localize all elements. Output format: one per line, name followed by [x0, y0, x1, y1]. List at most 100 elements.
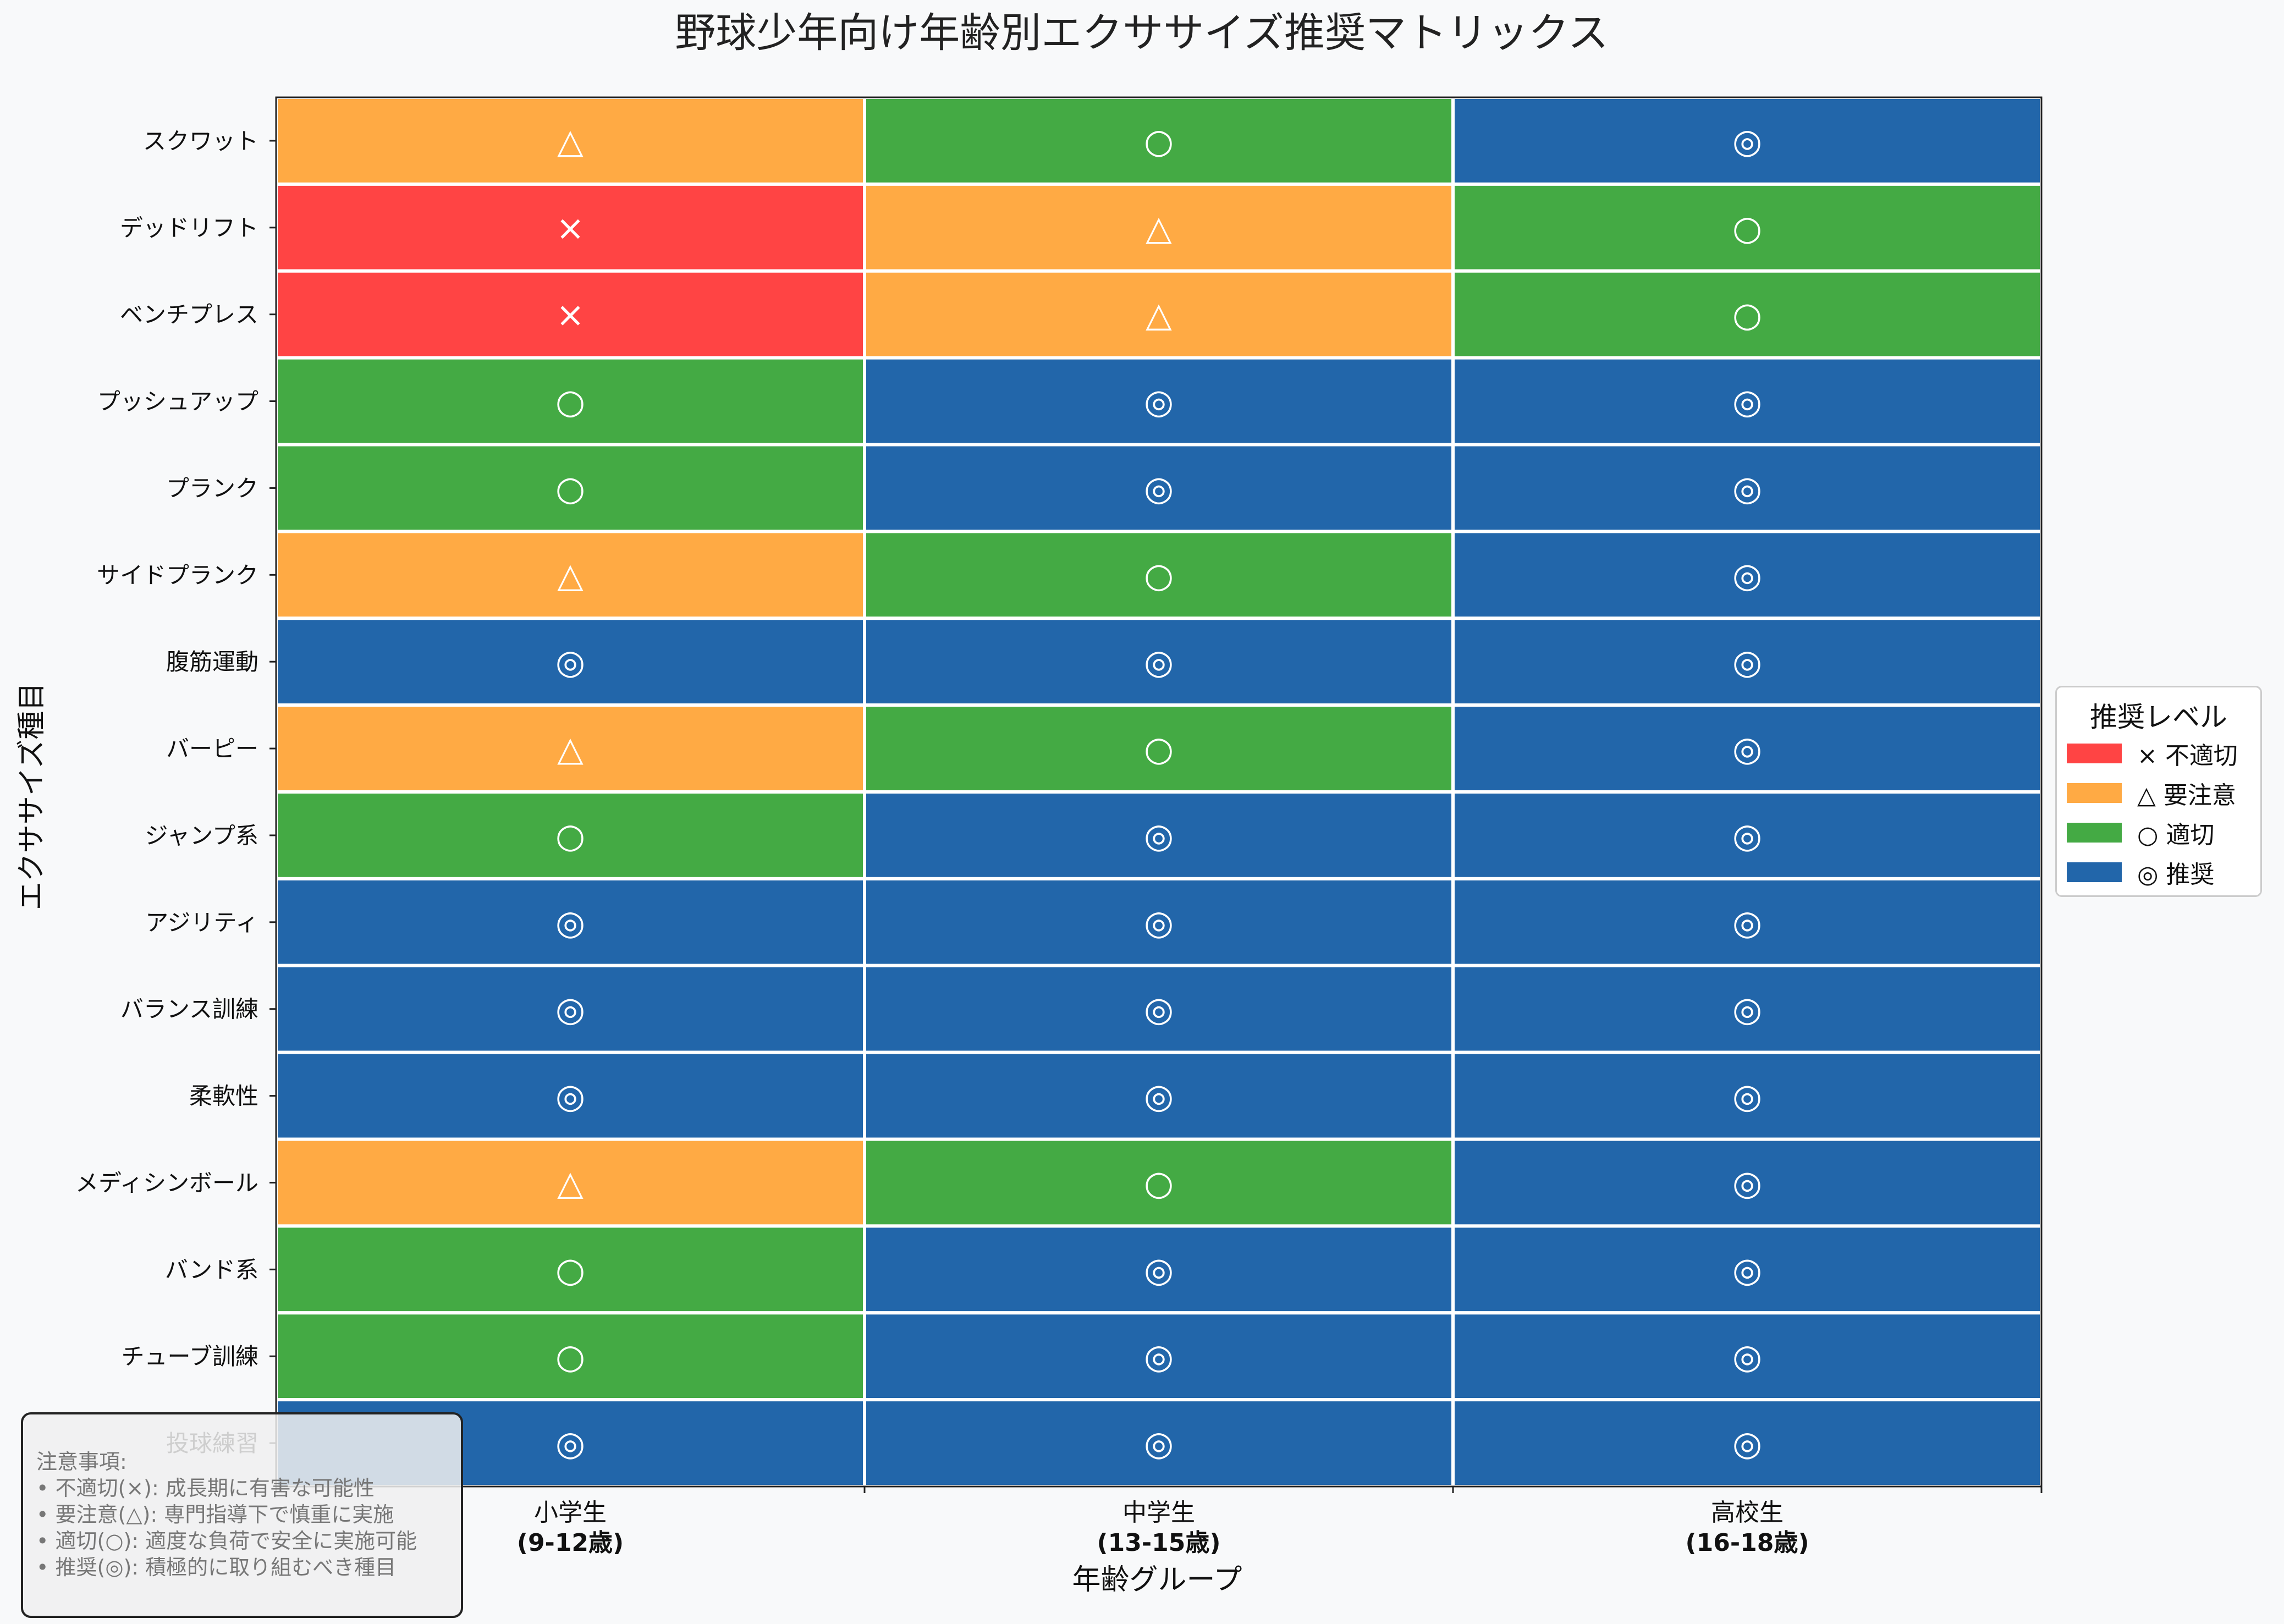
cell-symbol: ○ [555, 1249, 585, 1290]
legend-item-recommended: ◎ 推奨 [2067, 856, 2214, 889]
row-label: バランス訓練 [120, 996, 258, 1023]
heatmap-cell [1451, 1137, 2043, 1228]
heatmap-cell [1451, 790, 2043, 880]
note-line: • 要注意(△): 専門指導下で慎重に実施 [36, 1502, 394, 1527]
heatmap-cell [1451, 616, 2043, 707]
row-label: バーピー [166, 735, 258, 762]
cell-symbol: △ [557, 121, 584, 161]
cell-symbol: ◎ [1732, 989, 1762, 1030]
cell-symbol: ○ [555, 816, 585, 856]
heatmap-cells: △ ○ ◎ × △ ○ × △ ○ ○ ◎ ◎ ○ ◎ ◎ △ ○ ◎ ◎ ◎ ◎ △ ○ ◎ ○ ◎ ◎ ◎ ◎ ◎ ◎ ◎ ◎ ◎ ◎ ◎ △ ○ ◎ ○… [274, 96, 2043, 1488]
heatmap-cell [274, 356, 866, 447]
heatmap-cell [274, 616, 866, 707]
cell-symbol: ◎ [1144, 1423, 1174, 1463]
cell-symbol: ○ [1144, 555, 1174, 595]
cell-symbol: ◎ [1144, 1076, 1174, 1116]
row-label: サイドプランク [97, 561, 258, 588]
notes-heading: 注意事項: [36, 1450, 127, 1474]
legend-swatch-caution [2067, 783, 2122, 803]
cell-symbol: ○ [555, 1336, 585, 1377]
legend-swatch-unsuitable [2067, 744, 2122, 763]
legend-item-suitable: ○ 適切 [2067, 816, 2214, 849]
heatmap-cell [863, 703, 1455, 794]
column-labels: 小学生(9-12歳) 中学生(13-15歳) 高校生(16-18歳) [275, 1487, 2043, 1557]
column-label: 小学生 [534, 1499, 607, 1527]
legend-swatch-recommended [2067, 862, 2122, 882]
row-label: デッドリフト [120, 214, 258, 241]
cell-symbol: ○ [555, 382, 585, 422]
heatmap-cell [1451, 356, 2043, 447]
heatmap-cell [1451, 1398, 2043, 1488]
heatmap-cell [274, 877, 866, 967]
cell-symbol: △ [1146, 295, 1172, 335]
cell-symbol: ◎ [555, 902, 585, 943]
heatmap-cell [863, 96, 1455, 186]
heatmap-cell [274, 1137, 866, 1228]
cell-symbol: ○ [1732, 208, 1762, 248]
row-label: ベンチプレス [120, 301, 258, 328]
cell-symbol: ◎ [555, 989, 585, 1030]
row-label: アジリティ [145, 909, 258, 936]
cell-symbol: ◎ [1144, 1249, 1174, 1290]
cell-symbol: ◎ [1732, 555, 1762, 595]
heatmap-cell [274, 96, 866, 186]
cell-symbol: ◎ [555, 1076, 585, 1116]
cell-symbol: ◎ [1732, 121, 1762, 161]
heatmap-cell [274, 1224, 866, 1315]
cell-symbol: ◎ [1732, 729, 1762, 769]
plot-frame [275, 96, 2043, 1488]
heatmap-cell [1451, 1311, 2043, 1402]
legend-label-unsuitable: × 不適切 [2137, 742, 2238, 770]
heatmap-cell [1451, 182, 2043, 273]
row-label: スクワット [143, 128, 258, 155]
heatmap-cell [863, 877, 1455, 967]
heatmap-cell [274, 964, 866, 1054]
cell-symbol: ◎ [1144, 382, 1174, 422]
cell-symbol: ◎ [1732, 642, 1762, 682]
cell-symbol: ◎ [1732, 1423, 1762, 1463]
row-label: メディシンボール [75, 1169, 258, 1196]
cell-symbol: ○ [1732, 295, 1762, 335]
cell-symbol: △ [557, 555, 584, 595]
heatmap-cell [1451, 1224, 2043, 1315]
cell-symbol: ◎ [555, 642, 585, 682]
row-labels: スクワットデッドリフトベンチプレスプッシュアッププランクサイドプランク腹筋運動バ… [75, 128, 276, 1457]
cell-symbol: × [556, 295, 585, 335]
row-label: ジャンプ系 [145, 822, 258, 849]
heatmap-cell [863, 1398, 1455, 1488]
column-label: 高校生 [1711, 1499, 1784, 1527]
cell-symbol: ○ [1144, 1163, 1174, 1203]
heatmap-cell [863, 530, 1455, 620]
cell-symbol: ◎ [1144, 1336, 1174, 1377]
cell-symbol: ◎ [1732, 816, 1762, 856]
heatmap-cell [274, 703, 866, 794]
row-label: プランク [166, 475, 258, 502]
note-line: • 推奨(◎): 積極的に取り組むべき種目 [36, 1555, 397, 1579]
note-line: • 不適切(×): 成長期に有害な可能性 [36, 1476, 375, 1500]
cell-symbol: ◎ [1732, 1249, 1762, 1290]
note-line: • 適切(○): 適度な負荷で安全に実施可能 [36, 1529, 417, 1553]
legend-label-caution: △ 要注意 [2137, 781, 2236, 810]
cell-symbol: ○ [1144, 729, 1174, 769]
heatmap-cell [274, 1311, 866, 1402]
column-sublabel: (9-12歳) [517, 1529, 624, 1557]
legend-label-recommended: ◎ 推奨 [2137, 861, 2215, 889]
legend-title: 推奨レベル [2090, 701, 2227, 733]
cell-symbol: ◎ [1732, 1076, 1762, 1116]
legend-item-unsuitable: × 不適切 [2067, 737, 2238, 770]
cell-symbol: ◎ [1144, 816, 1174, 856]
cell-symbol: ○ [555, 468, 585, 508]
heatmap-cell [863, 443, 1455, 533]
row-label: プッシュアップ [97, 388, 258, 415]
cell-symbol: ◎ [1732, 902, 1762, 943]
y-axis-label: エクササイズ種目 [15, 682, 48, 910]
cell-symbol: ◎ [1144, 468, 1174, 508]
heatmap-cell [1451, 530, 2043, 620]
cell-symbol: × [556, 208, 585, 248]
cell-symbol: ◎ [1732, 468, 1762, 508]
row-label: チューブ訓練 [122, 1343, 258, 1370]
heatmap-cell [863, 269, 1455, 360]
legend-label-suitable: ○ 適切 [2137, 821, 2215, 849]
legend-item-caution: △ 要注意 [2067, 777, 2236, 810]
